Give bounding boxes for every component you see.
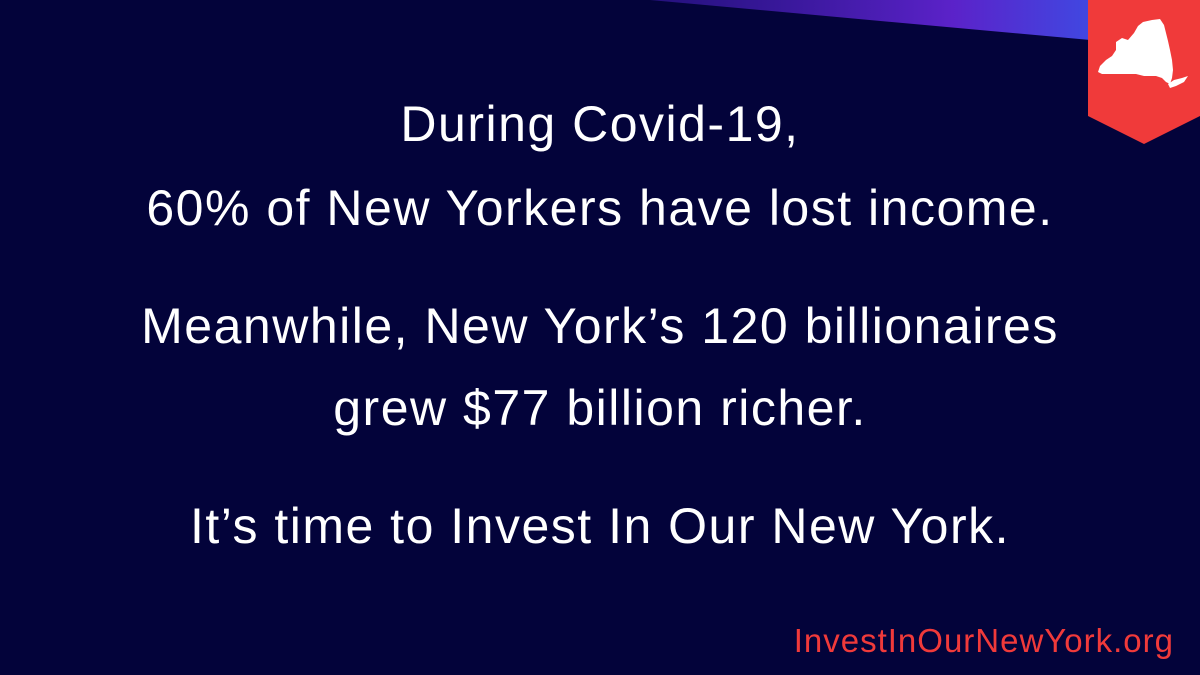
message-line-5: It’s time to Invest In Our New York. xyxy=(189,498,1011,554)
message-line-1: During Covid-19, xyxy=(400,96,800,152)
ribbon-badge xyxy=(1088,0,1200,144)
decorative-gradient-stripe xyxy=(650,0,1200,50)
message-line-2: 60% of New Yorkers have lost income. xyxy=(146,180,1054,236)
message-line-3: Meanwhile, New York’s 120 billionaires xyxy=(141,298,1059,354)
new-york-state-icon xyxy=(1098,19,1188,88)
message-line-4: grew $77 billion richer. xyxy=(333,380,867,436)
website-url: InvestInOurNewYork.org xyxy=(793,622,1174,659)
